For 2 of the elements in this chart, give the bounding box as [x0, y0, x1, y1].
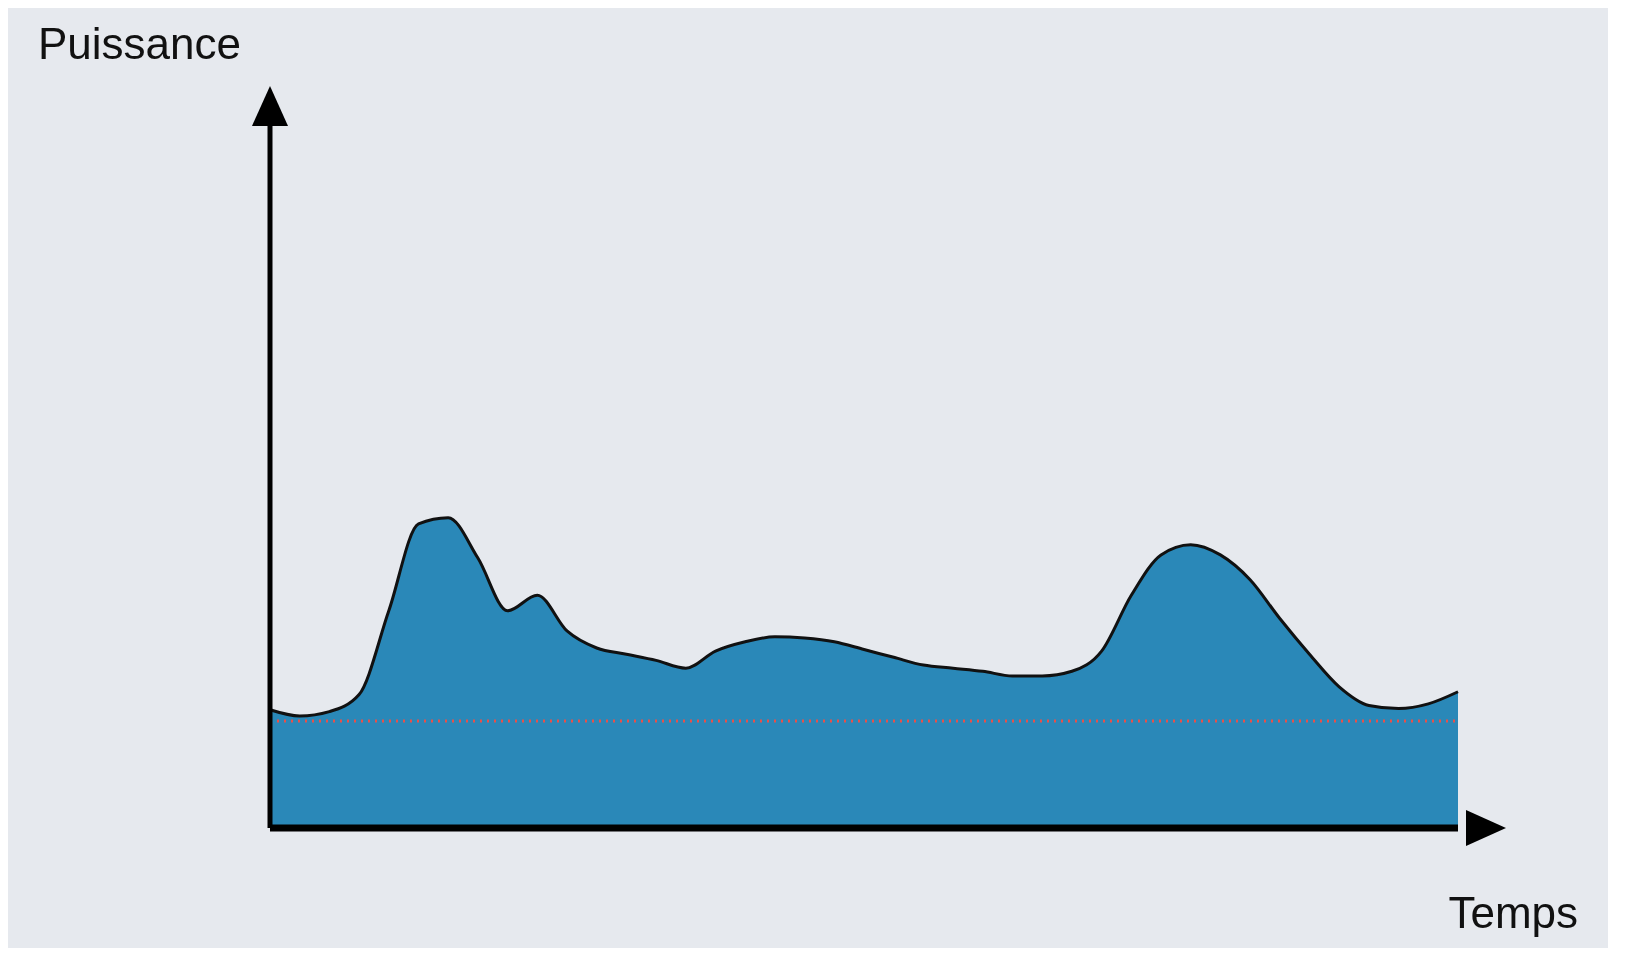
text: Puissance	[38, 19, 242, 68]
x-axis-title: Temps	[1448, 888, 1578, 938]
